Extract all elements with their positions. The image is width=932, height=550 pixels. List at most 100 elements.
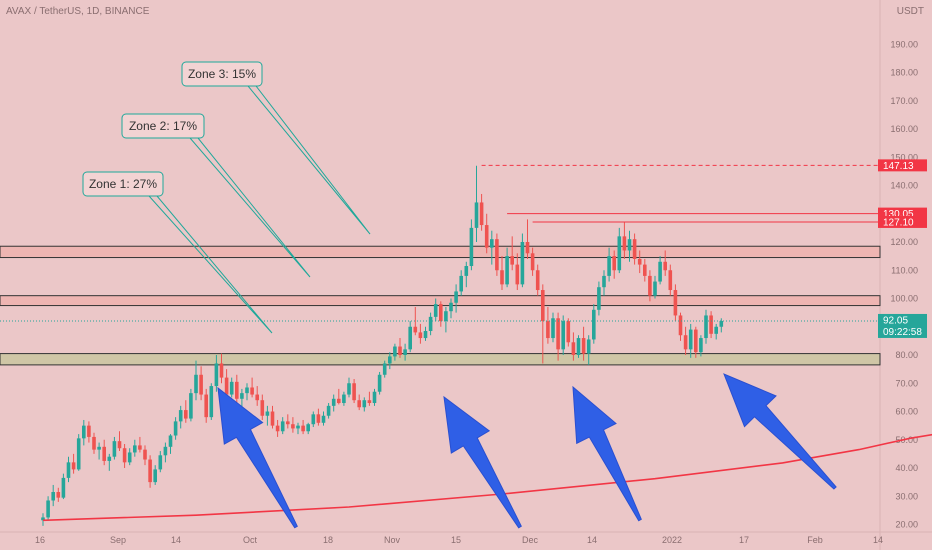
callout-box xyxy=(82,171,164,197)
y-tick-label: 100.00 xyxy=(890,294,918,304)
candle-body xyxy=(444,311,448,322)
candle-body xyxy=(541,290,545,322)
candle-body xyxy=(556,318,560,350)
candle-body xyxy=(250,387,254,395)
callout-text: Zone 1: 27% xyxy=(89,177,157,191)
x-tick-label: 17 xyxy=(739,535,749,545)
moving-average-line xyxy=(42,433,932,522)
candle-body xyxy=(571,342,576,355)
candle-body xyxy=(663,261,667,271)
candle-body xyxy=(551,318,555,339)
candle-body xyxy=(163,446,168,456)
candle-body xyxy=(87,425,91,437)
candle-body xyxy=(612,256,616,271)
candle-body xyxy=(653,281,657,296)
candle-body xyxy=(199,374,203,395)
y-tick-label: 140.00 xyxy=(890,181,918,191)
candle-body xyxy=(372,391,377,404)
candle-body xyxy=(459,275,463,292)
y-tick-label: 70.00 xyxy=(895,378,918,388)
price-label-value: 127.10 xyxy=(883,217,914,228)
candle-body xyxy=(464,266,469,276)
support-resistance-zone xyxy=(0,295,881,307)
candle-body xyxy=(107,456,112,461)
price-label-value: 92.05 xyxy=(883,315,908,326)
price-label-countdown: 09:22:58 xyxy=(883,327,922,338)
x-tick-label: Feb xyxy=(807,535,823,545)
callout-text: Zone 3: 15% xyxy=(188,67,256,81)
candle-body xyxy=(245,387,249,394)
candle-body xyxy=(515,264,520,285)
candle-body xyxy=(699,338,703,353)
x-tick-label: 14 xyxy=(873,535,883,545)
candle-body xyxy=(535,270,540,291)
candle-body xyxy=(76,438,81,470)
x-tick-label: Nov xyxy=(384,535,401,545)
candle-body xyxy=(367,400,372,404)
candle-body xyxy=(347,383,351,395)
candle-body xyxy=(46,500,50,518)
candle-body xyxy=(316,414,321,423)
candle-body xyxy=(525,242,530,254)
candle-body xyxy=(546,321,550,339)
x-tick-label: Dec xyxy=(522,535,539,545)
candle-body xyxy=(622,236,627,251)
candle-body xyxy=(704,315,708,339)
candle-body xyxy=(357,400,361,408)
candle-body xyxy=(56,492,61,498)
candle-body xyxy=(168,435,173,447)
candle-body xyxy=(683,335,688,350)
candle-body xyxy=(138,445,142,450)
support-resistance-zone xyxy=(0,245,881,259)
y-tick-label: 110.00 xyxy=(891,265,918,275)
candle-body xyxy=(122,448,127,463)
candle-body xyxy=(194,374,198,394)
candle-body xyxy=(581,338,586,354)
candle-body xyxy=(530,253,535,271)
candle-body xyxy=(439,304,443,322)
candle-body xyxy=(41,517,45,521)
candle-body xyxy=(597,287,601,310)
candle-body xyxy=(296,425,300,429)
candle-body xyxy=(454,291,458,303)
candle-body xyxy=(688,329,693,350)
y-tick-label: 190.00 xyxy=(890,39,918,49)
candle-body xyxy=(71,462,76,470)
candle-body xyxy=(301,425,305,432)
price-label-box xyxy=(878,159,927,172)
candle-body xyxy=(643,264,647,276)
candle-body xyxy=(178,410,183,422)
candle-body xyxy=(495,239,499,271)
price-label-value: 130.05 xyxy=(883,209,914,220)
candle-body xyxy=(668,270,673,291)
candle-body xyxy=(403,349,407,355)
candle-body xyxy=(413,326,418,333)
candle-body xyxy=(260,400,265,416)
candle-body xyxy=(673,290,678,316)
candle-body xyxy=(678,315,683,336)
candle-body xyxy=(694,329,698,353)
candle-body xyxy=(658,261,662,282)
candle-body xyxy=(153,469,157,483)
candle-body xyxy=(255,394,259,401)
candle-body xyxy=(709,315,713,334)
candle-body xyxy=(133,445,137,453)
candle-body xyxy=(474,202,479,228)
candle-body xyxy=(520,242,525,285)
x-tick-label: 16 xyxy=(35,535,45,545)
candle-body xyxy=(423,330,428,339)
candle-body xyxy=(449,302,453,312)
candle-body xyxy=(586,339,591,354)
price-label-value: 147.13 xyxy=(883,161,914,172)
candle-body xyxy=(117,441,122,449)
candle-body xyxy=(204,394,208,418)
candle-body xyxy=(484,225,489,248)
candle-body xyxy=(362,400,367,408)
x-tick-label: 15 xyxy=(451,535,461,545)
y-tick-label: 60.00 xyxy=(895,407,918,417)
candle-body xyxy=(505,256,509,285)
candle-body xyxy=(602,275,606,288)
candle-body xyxy=(173,421,178,436)
